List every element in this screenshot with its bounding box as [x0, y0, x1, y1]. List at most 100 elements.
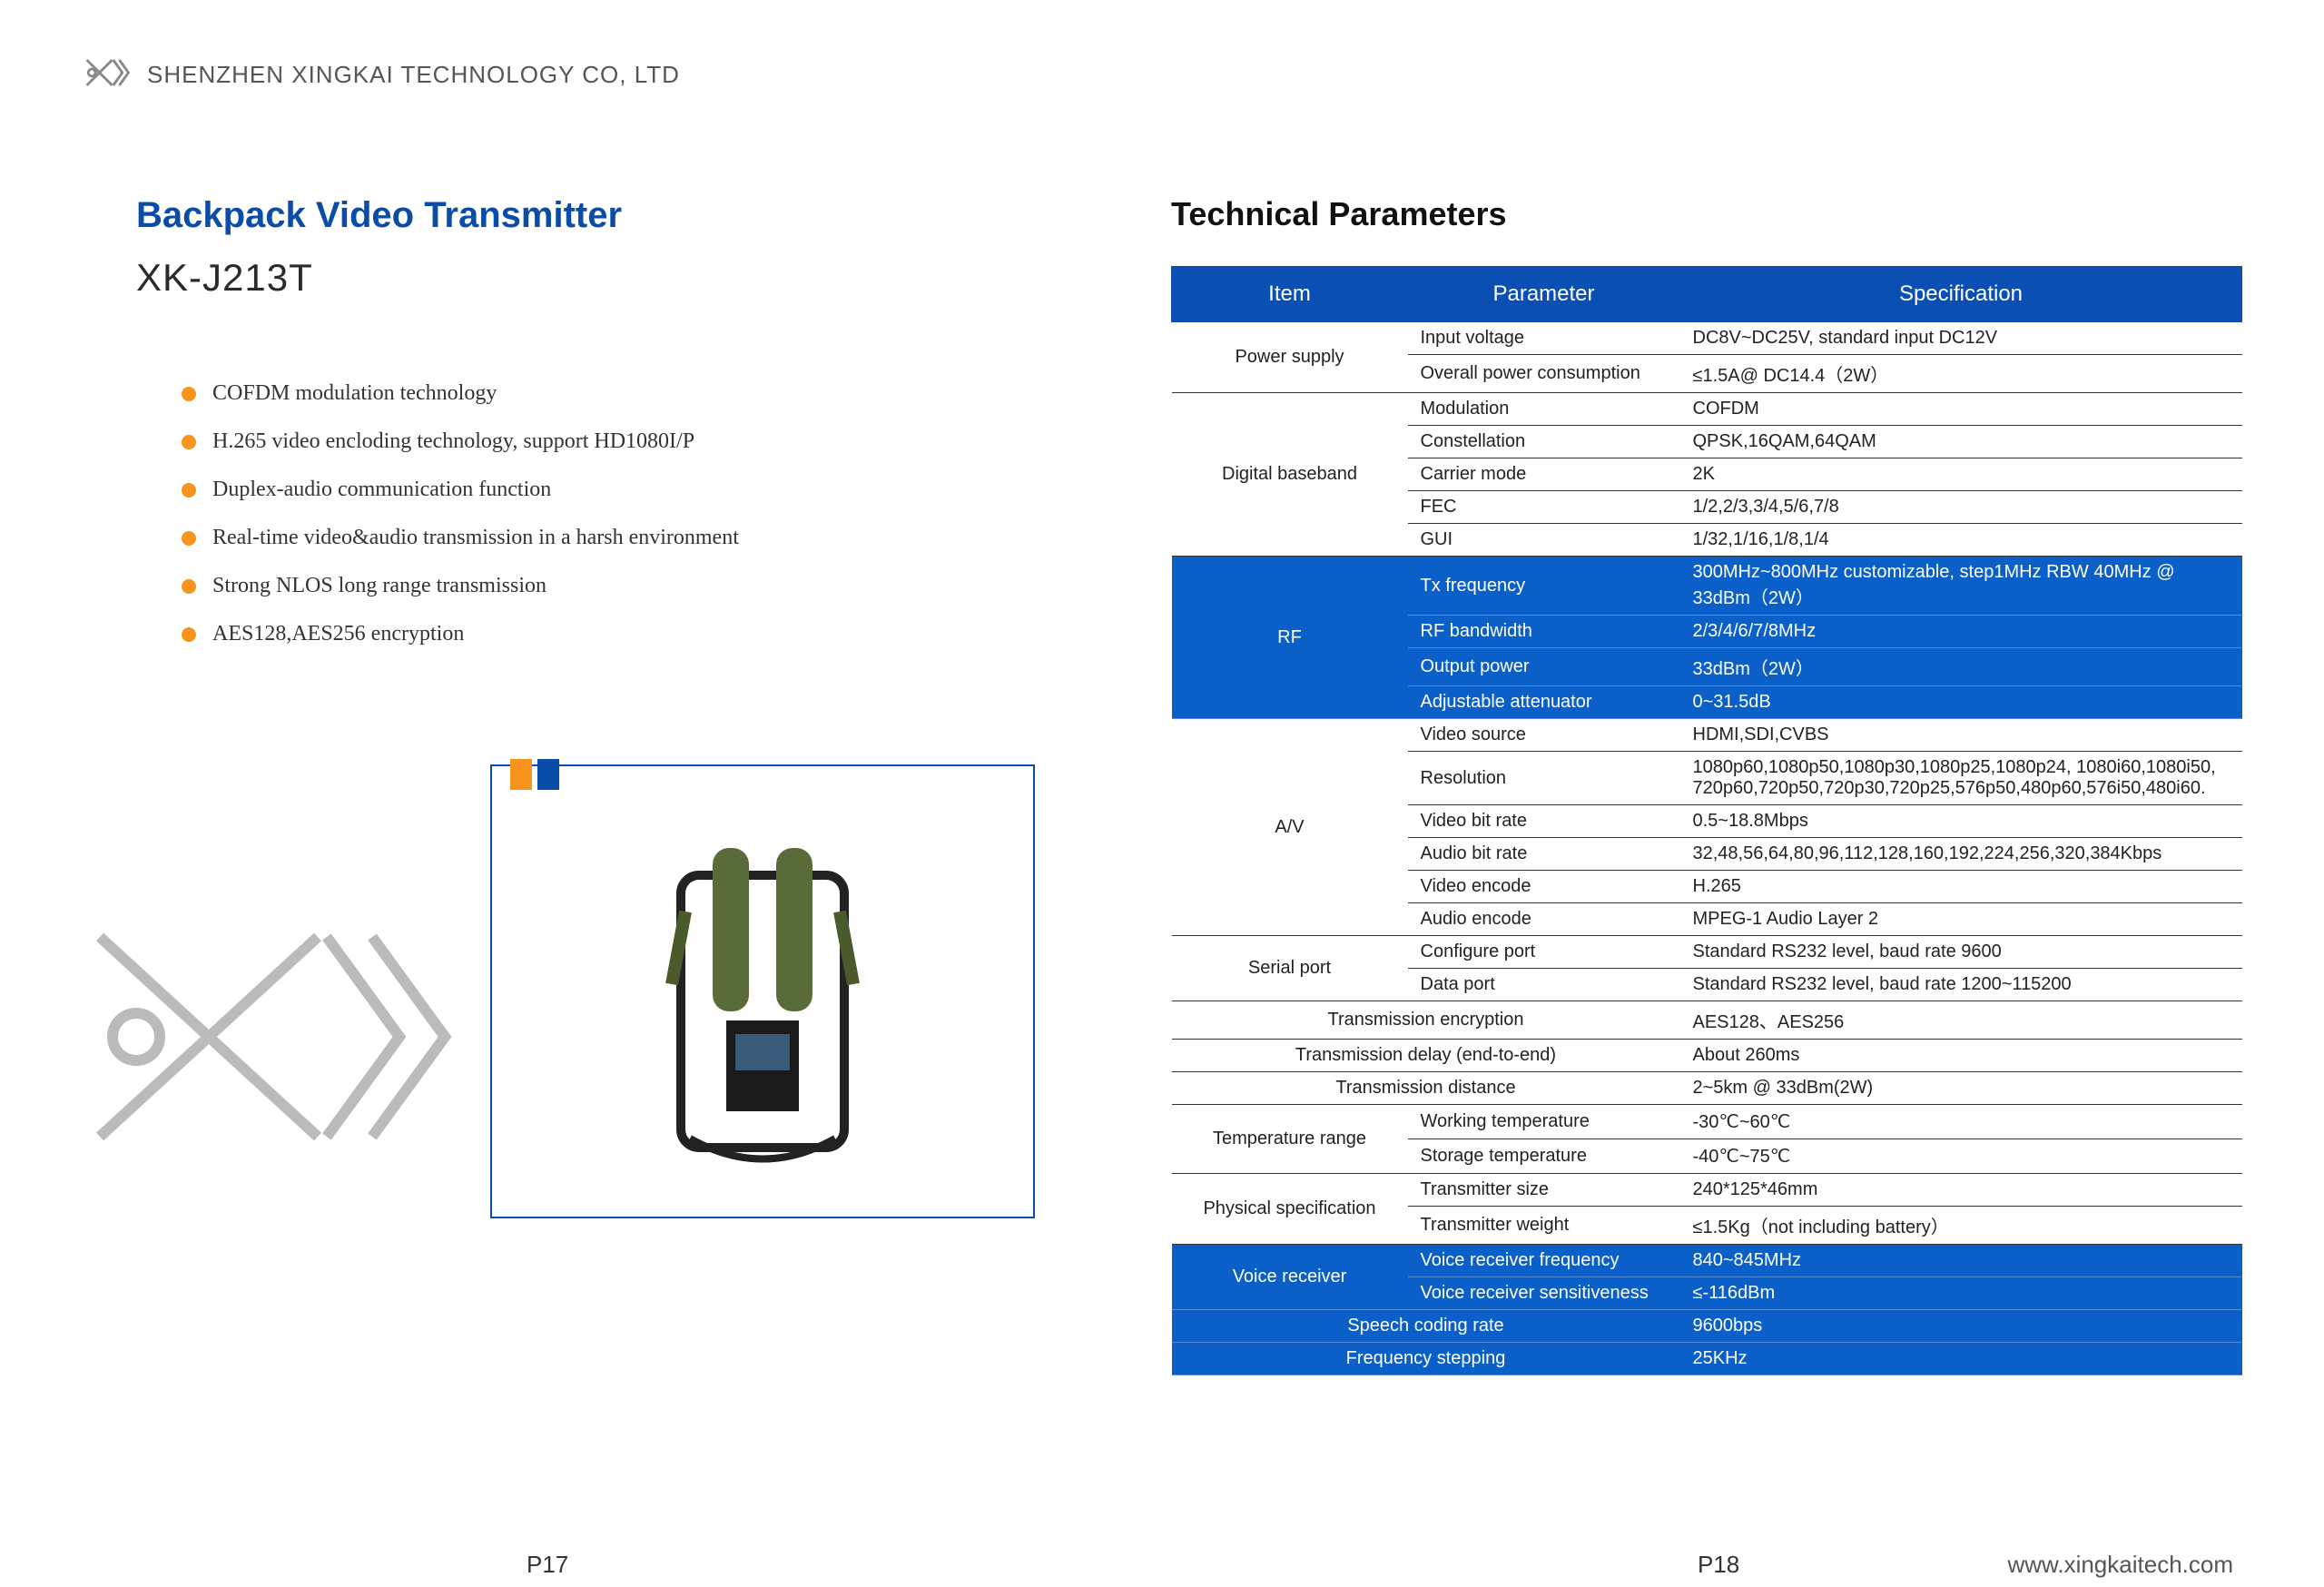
bullet-icon	[182, 627, 196, 642]
page-number-left: P17	[527, 1551, 568, 1579]
feature-item: AES128,AES256 encryption	[182, 622, 1035, 646]
spec-parameter: Working temperature	[1408, 1105, 1680, 1139]
panel-tab-blue	[537, 759, 559, 790]
table-header-specification: Specification	[1680, 267, 2242, 322]
feature-item: COFDM modulation technology	[182, 381, 1035, 406]
spec-value: 9600bps	[1680, 1310, 2242, 1343]
company-logo-icon	[82, 54, 133, 95]
spec-parameter: Voice receiver sensitiveness	[1408, 1277, 1680, 1310]
table-row: RFTx frequency300MHz~800MHz customizable…	[1172, 557, 2242, 616]
spec-value: 240*125*46mm	[1680, 1174, 2242, 1207]
table-row: Frequency stepping25KHz	[1172, 1343, 2242, 1375]
table-row: Temperature rangeWorking temperature-30℃…	[1172, 1105, 2242, 1139]
feature-item: Real-time video&audio transmission in a …	[182, 526, 1035, 550]
table-row: Power supplyInput voltageDC8V~DC25V, sta…	[1172, 322, 2242, 355]
spec-value: 33dBm（2W）	[1680, 648, 2242, 686]
spec-table: Item Parameter Specification Power suppl…	[1171, 266, 2242, 1375]
table-header-parameter: Parameter	[1408, 267, 1680, 322]
table-row: Transmission encryptionAES128、AES256	[1172, 1001, 2242, 1040]
spec-value: DC8V~DC25V, standard input DC12V	[1680, 322, 2242, 355]
spec-value: H.265	[1680, 871, 2242, 903]
feature-item: H.265 video encloding technology, suppor…	[182, 429, 1035, 454]
spec-parameter: Resolution	[1408, 752, 1680, 805]
spec-parameter: Constellation	[1408, 426, 1680, 458]
spec-category: Physical specification	[1172, 1174, 1408, 1245]
spec-value: 32,48,56,64,80,96,112,128,160,192,224,25…	[1680, 838, 2242, 871]
spec-parameter: RF bandwidth	[1408, 616, 1680, 648]
spec-value: COFDM	[1680, 393, 2242, 426]
spec-category: Power supply	[1172, 322, 1408, 393]
spec-value: MPEG-1 Audio Layer 2	[1680, 903, 2242, 936]
feature-item: Strong NLOS long range transmission	[182, 574, 1035, 598]
spec-parameter: Transmitter weight	[1408, 1207, 1680, 1245]
bullet-icon	[182, 387, 196, 401]
table-row: Physical specificationTransmitter size24…	[1172, 1174, 2242, 1207]
spec-value: 1080p60,1080p50,1080p30,1080p25,1080p24,…	[1680, 752, 2242, 805]
spec-value: Standard RS232 level, baud rate 9600	[1680, 936, 2242, 969]
spec-category-span: Speech coding rate	[1172, 1310, 1680, 1343]
spec-category: RF	[1172, 557, 1408, 719]
company-name: SHENZHEN XINGKAI TECHNOLOGY CO, LTD	[147, 61, 680, 89]
spec-parameter: Adjustable attenuator	[1408, 686, 1680, 719]
spec-parameter: Video source	[1408, 719, 1680, 752]
spec-parameter: Data port	[1408, 969, 1680, 1001]
spec-parameter: Carrier mode	[1408, 458, 1680, 491]
spec-value: About 260ms	[1680, 1040, 2242, 1072]
spec-parameter: Transmitter size	[1408, 1174, 1680, 1207]
spec-value: HDMI,SDI,CVBS	[1680, 719, 2242, 752]
spec-parameter: Tx frequency	[1408, 557, 1680, 616]
spec-category: Serial port	[1172, 936, 1408, 1001]
product-title: Backpack Video Transmitter	[136, 195, 1035, 236]
page-number-right: P18	[1698, 1551, 1739, 1579]
logo-watermark-icon	[82, 764, 463, 1218]
spec-parameter: Video bit rate	[1408, 805, 1680, 838]
spec-parameter: Input voltage	[1408, 322, 1680, 355]
website-url: www.xingkaitech.com	[2007, 1551, 2233, 1579]
spec-category: Digital baseband	[1172, 393, 1408, 557]
spec-value: Standard RS232 level, baud rate 1200~115…	[1680, 969, 2242, 1001]
spec-value: 1/32,1/16,1/8,1/4	[1680, 524, 2242, 557]
panel-tab-orange	[510, 759, 532, 790]
spec-parameter: Overall power consumption	[1408, 355, 1680, 393]
table-row: Digital basebandModulationCOFDM	[1172, 393, 2242, 426]
page-header: SHENZHEN XINGKAI TECHNOLOGY CO, LTD	[82, 54, 2242, 95]
spec-value: 0.5~18.8Mbps	[1680, 805, 2242, 838]
spec-value: AES128、AES256	[1680, 1001, 2242, 1040]
spec-value: -40℃~75℃	[1680, 1139, 2242, 1174]
spec-value: 300MHz~800MHz customizable, step1MHz RBW…	[1680, 557, 2242, 616]
table-row: Voice receiverVoice receiver frequency84…	[1172, 1245, 2242, 1277]
table-row: A/VVideo sourceHDMI,SDI,CVBS	[1172, 719, 2242, 752]
bullet-icon	[182, 435, 196, 449]
table-row: Speech coding rate9600bps	[1172, 1310, 2242, 1343]
spec-category: Voice receiver	[1172, 1245, 1408, 1310]
table-header-item: Item	[1172, 267, 1408, 322]
spec-parameter: Storage temperature	[1408, 1139, 1680, 1174]
spec-value: 2K	[1680, 458, 2242, 491]
spec-parameter: Modulation	[1408, 393, 1680, 426]
product-model: XK-J213T	[136, 256, 1035, 300]
spec-value: 1/2,2/3,3/4,5/6,7/8	[1680, 491, 2242, 524]
feature-text: AES128,AES256 encryption	[212, 622, 464, 646]
spec-parameter: Audio encode	[1408, 903, 1680, 936]
table-row: Transmission distance2~5km @ 33dBm(2W)	[1172, 1072, 2242, 1105]
table-row: Transmission delay (end-to-end)About 260…	[1172, 1040, 2242, 1072]
spec-category-span: Transmission delay (end-to-end)	[1172, 1040, 1680, 1072]
spec-value: ≤1.5Kg（not including battery）	[1680, 1207, 2242, 1245]
feature-list: COFDM modulation technology H.265 video e…	[136, 381, 1035, 646]
product-photo	[645, 821, 881, 1184]
spec-value: 840~845MHz	[1680, 1245, 2242, 1277]
spec-parameter: Video encode	[1408, 871, 1680, 903]
product-image-panel	[490, 764, 1035, 1218]
bullet-icon	[182, 579, 196, 594]
spec-value: 2/3/4/6/7/8MHz	[1680, 616, 2242, 648]
spec-value: 2~5km @ 33dBm(2W)	[1680, 1072, 2242, 1105]
spec-parameter: Voice receiver frequency	[1408, 1245, 1680, 1277]
spec-parameter: Output power	[1408, 648, 1680, 686]
table-row: Serial portConfigure portStandard RS232 …	[1172, 936, 2242, 969]
spec-category-span: Transmission distance	[1172, 1072, 1680, 1105]
spec-value: 25KHz	[1680, 1343, 2242, 1375]
spec-parameter: Audio bit rate	[1408, 838, 1680, 871]
spec-category: A/V	[1172, 719, 1408, 936]
spec-category-span: Frequency stepping	[1172, 1343, 1680, 1375]
spec-category-span: Transmission encryption	[1172, 1001, 1680, 1040]
